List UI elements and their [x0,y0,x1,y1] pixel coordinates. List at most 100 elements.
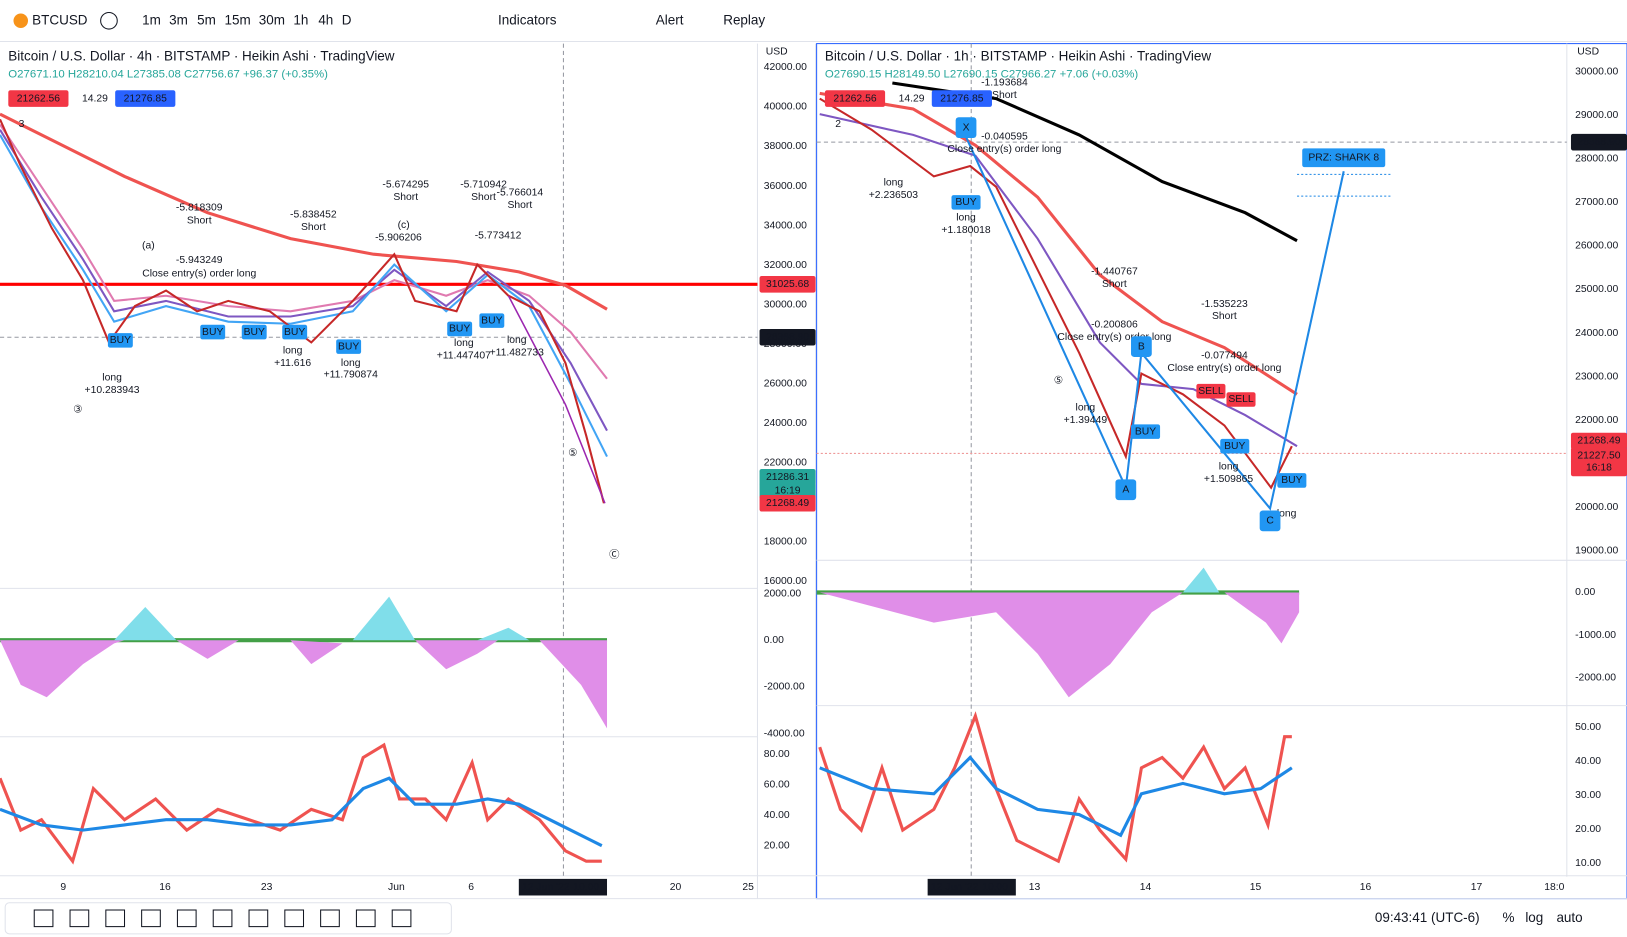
price-axis-label: 30000.00 [1575,66,1618,77]
clock: 09:43:41 (UTC-6) [1375,910,1480,925]
price-tag: 21286.31 [766,472,809,483]
strategy-annotation: -0.200806 [1091,320,1138,331]
price-axis-label: 29000.00 [1575,110,1618,121]
auto-toggle[interactable]: auto [1556,910,1582,925]
strategy-annotation: -5.818309 [176,202,223,213]
drawing-tool[interactable] [212,909,233,928]
interval-button[interactable]: 15m [225,12,251,27]
pattern-point-bg [1259,510,1281,532]
spread: 14.29 [82,93,108,104]
strategy-annotation: -5.906206 [375,232,422,243]
time-axis-label: 16 [1360,882,1372,893]
strategy-annotation: -1.535223 [1201,299,1248,310]
sell-signal: SELL [1228,394,1254,405]
log-toggle[interactable]: log [1525,910,1543,925]
strategy-annotation: long [1076,403,1096,414]
time-axis-label: Jun [388,882,405,893]
strategy-annotation: long [956,213,976,224]
add-symbol[interactable] [100,11,118,30]
symbol[interactable]: BTCUSD [32,12,88,27]
time-axis-label: 17 [1471,882,1483,893]
strategy-annotation: long [884,177,904,188]
pattern-point: B [1138,341,1145,352]
price-axis-label: 36000.00 [764,181,807,192]
price-series [819,97,1293,490]
buy-signal-bg [241,324,267,340]
price-tag: 21268.49 [766,498,809,509]
drawing-tool[interactable] [176,909,197,928]
strategy-annotation: Close entry(s) order long [1167,363,1281,374]
percent-toggle[interactable]: % [1502,910,1514,925]
symbol-icon [13,13,29,29]
pattern-point-bg [1115,479,1137,501]
indicators-button[interactable]: Indicators [498,12,557,27]
drawing-tool[interactable] [141,909,161,928]
interval-button[interactable]: D [342,12,352,27]
bid-price: 21262.56 [17,93,60,104]
pattern-point: C [1266,516,1274,527]
time-axis-label: 20 [670,882,682,893]
interval-button[interactable]: 5m [197,12,216,27]
buy-signal: BUY [244,327,265,338]
drawing-tool[interactable] [284,909,305,928]
strategy-annotation: (a) [142,241,155,252]
price-axis-label: 28000.00 [1575,154,1618,165]
strategy-annotation: Short [1212,311,1237,322]
interval-button[interactable]: 3m [169,12,188,27]
drawing-tool[interactable] [391,909,412,928]
drawing-tool[interactable] [105,909,126,928]
alert-button[interactable]: Alert [656,12,684,27]
price-axis-label: 23000.00 [1575,371,1618,382]
price-axis-label: 32000.00 [764,260,807,271]
price-tag-bg [1570,459,1627,477]
osc-axis-label: -4000.00 [764,728,805,739]
interval-button[interactable]: 30m [259,12,285,27]
osc-axis-label: -2000.00 [764,682,805,693]
time-axis-label: 15 [1250,882,1262,893]
ohlc-values: O27690.15 H28149.50 L27690.15 C27966.27 … [825,69,1138,81]
oscillator-negative [0,640,608,729]
interval-button[interactable]: 4h [318,12,333,27]
strategy-annotation: Close entry(s) order long [142,269,256,280]
strategy-annotation: Close entry(s) order long [947,144,1061,155]
price-tag: 16:19 [775,486,801,497]
time-axis-label: 13 [1029,882,1041,893]
pattern-point-bg [955,117,977,139]
buy-signal-bg [200,324,226,340]
osc-axis-label: 0.00 [764,635,784,646]
osc-axis-label: -1000.00 [1575,630,1616,641]
strategy-annotation: Short [992,90,1017,101]
oscillator-positive [114,596,530,641]
buy-signal-bg [951,195,981,210]
strategy-annotation: Short [1102,279,1127,290]
spread: 14.29 [899,93,925,104]
interval-button[interactable]: 1m [142,12,161,27]
trend-line [507,295,606,504]
price-axis-label: 34000.00 [764,220,807,231]
price-axis-label: 42000.00 [764,62,807,73]
crosshair-date: 12 Jun '22 [522,882,570,893]
prz-label-bg [1302,148,1386,168]
rsi-axis-label: 30.00 [1575,790,1601,801]
moving-average [0,112,608,311]
drawing-tool[interactable] [320,909,340,928]
drawing-tool[interactable] [355,909,376,928]
drawing-tool[interactable] [248,909,269,928]
time-axis-label: 9 [60,882,66,893]
rsi-axis-label: 40.00 [764,810,790,821]
buy-signal: BUY [481,315,502,326]
strategy-annotation: long [454,338,474,349]
moving-average [819,91,1298,396]
bid-price: 21262.56 [833,93,876,104]
drawing-tool[interactable] [33,909,54,928]
time-axis-label: 25 [742,882,754,893]
currency-label: USD [1577,47,1599,58]
price-tag: 28368.90 [1577,137,1620,148]
rsi-axis-label: 40.00 [1575,756,1601,767]
price-axis-label: 27000.00 [1575,197,1618,208]
drawing-tool[interactable] [69,909,90,928]
replay-button[interactable]: Replay [723,12,765,27]
interval-button[interactable]: 1h [293,12,308,27]
strategy-annotation: +1.180018 [941,225,990,236]
